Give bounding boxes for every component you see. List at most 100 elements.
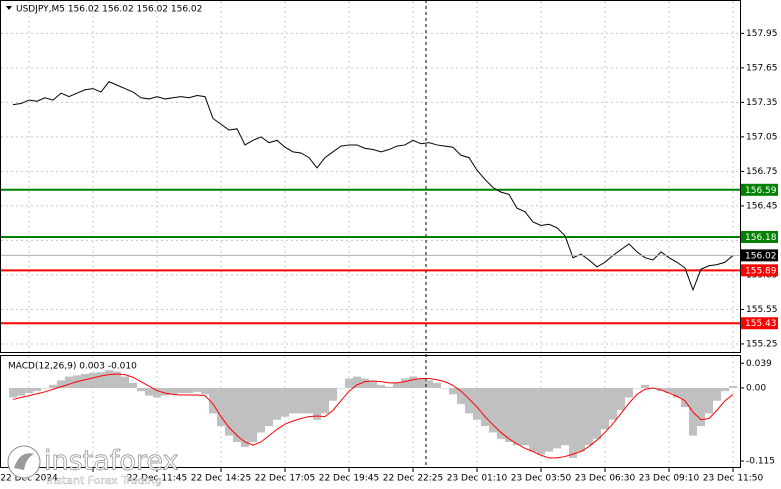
histogram-bar [713,388,721,401]
histogram-bar [217,388,225,427]
watermark: instaforex Instant Forex Trading [7,445,179,487]
x-tick-label: 23 Dec 03:50 [511,474,572,484]
grid [1,1,740,468]
y-tick-label: 157.65 [746,63,778,73]
histogram-bar [289,388,297,414]
histogram-bar [81,374,89,389]
histogram-bar [177,388,185,394]
histogram-bar [377,384,385,389]
histogram-bar [361,378,369,389]
level-label: 155.43 [745,319,777,329]
current-price-label: 156.02 [745,251,777,261]
histogram-bar [241,388,249,448]
histogram-bar [553,388,561,449]
logo-swoosh [14,453,34,470]
level-label: 155.89 [745,266,777,276]
histogram-bar [273,388,281,420]
x-tick-label: 23 Dec 01:10 [447,474,508,484]
axis: 157.95 157.65 157.35 157.05 156.75 156.45 156.… [0,29,778,484]
y-tick-label: 156.45 [746,201,778,211]
histogram-bar [465,388,473,414]
brand: instaforex [44,446,178,477]
histogram-bar [729,386,737,389]
level-label: 156.18 [745,233,777,243]
macd-title: MACD(12,26,9) 0.003 -0.010 [8,362,137,372]
histogram-bar [305,388,313,414]
histogram-bar [41,388,49,389]
histogram-bar [505,388,513,442]
histogram-bar [489,388,497,433]
histogram-bar [249,388,257,442]
histogram-bar [169,388,177,395]
y-tick-label: 157.35 [746,98,778,108]
histogram-bar [201,388,209,395]
histogram-bar [545,388,553,452]
menu-arrow [6,6,12,10]
histogram-bar [225,388,233,436]
histogram-bar [601,388,609,430]
histogram-bar [33,388,41,392]
histogram-bar [537,388,545,455]
histogram-bar [337,388,345,389]
histogram-bar [97,372,105,389]
histogram-bar [521,388,529,446]
y-tick-label: 155.25 [746,339,778,349]
histogram-bar [697,388,705,427]
y-tick-label: 156.75 [746,167,778,177]
x-tick-label: 22 Dec 22:25 [383,474,444,484]
histogram-bar [105,370,113,389]
y-tick-label: 157.05 [746,132,778,142]
histogram-bar [313,388,321,420]
histogram-bar [185,388,193,394]
histogram-bar [665,388,673,394]
histogram-bar [321,388,329,414]
histogram-bar [65,376,73,389]
histogram-bar [609,388,617,420]
histogram-bar [393,382,401,389]
tagline: Instant Forex Trading [46,474,162,487]
x-tick-label: 22 Dec 14:25 [191,474,252,484]
y-tick-label: 0.00 [746,384,766,394]
x-tick-label: 22 Dec 17:05 [255,474,316,484]
chart-title: USDJPY,M5 156.02 156.02 156.02 156.02 [16,5,202,15]
histogram-bar [345,378,353,389]
level-label-box [741,230,778,243]
level-label-box [741,317,778,330]
histogram-bar [593,388,601,439]
histogram-bar [425,380,433,389]
histogram-bar [633,388,641,389]
level-label-box [741,183,778,196]
y-tick-label: 155.55 [746,305,778,315]
x-tick-label: 22 Dec 2024 [0,474,58,484]
histogram-bar [641,384,649,389]
x-tick-label: 23 Dec 06:30 [575,474,636,484]
histogram-bar [561,388,569,446]
histogram-bar [153,388,161,398]
histogram-bar [209,388,217,414]
histogram-bar [17,388,25,396]
histogram-bar [385,386,393,389]
histogram-bar [617,388,625,411]
histogram-bar [281,388,289,417]
histogram-bar [265,388,273,427]
histogram-bar [57,380,65,389]
level-label-box [741,264,778,277]
histogram-bar [457,388,465,404]
histogram-bar [473,388,481,420]
histogram-bar [329,388,337,401]
level-label: 156.59 [745,186,777,196]
histogram-bar [441,388,449,389]
histogram-bar [449,388,457,395]
y-tick-label: 0.039 [746,359,772,369]
histogram-bar [145,388,153,396]
histogram-bar [257,388,265,433]
x-tick-label: 23 Dec 09:10 [639,474,700,484]
histogram-bar [49,384,57,389]
histogram-bar [529,388,537,452]
macd-frame [0,355,741,468]
signal-line [12,373,734,459]
histogram-bar [121,376,129,389]
histogram-bar [417,378,425,389]
histogram-bar [193,388,201,392]
